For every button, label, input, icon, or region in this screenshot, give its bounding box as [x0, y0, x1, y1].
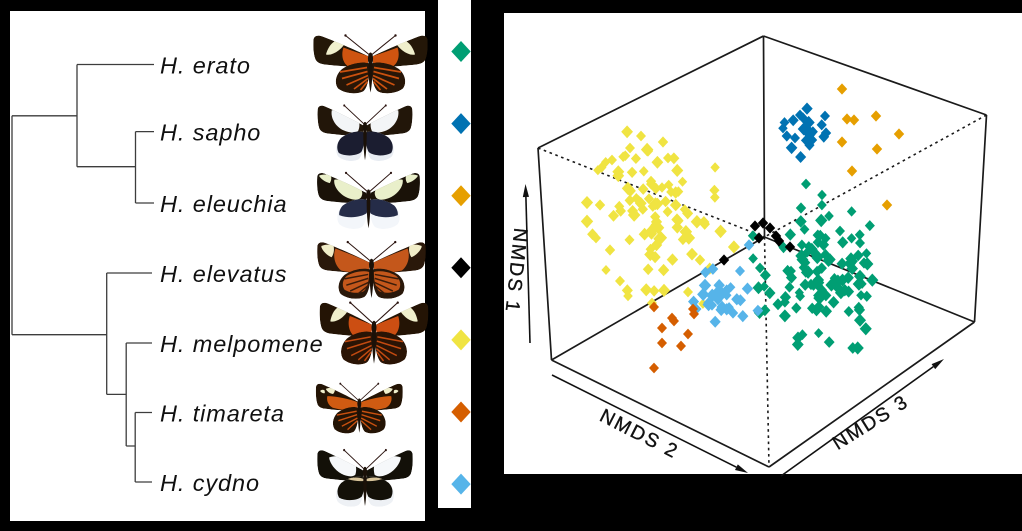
svg-text:H. eleuchia: H. eleuchia — [160, 191, 287, 217]
svg-text:H. timareta: H. timareta — [160, 401, 285, 427]
svg-text:H. elevatus: H. elevatus — [160, 261, 287, 287]
svg-text:H. cydno: H. cydno — [160, 470, 260, 496]
svg-text:H. sapho: H. sapho — [160, 120, 261, 146]
svg-text:H. melpomene: H. melpomene — [160, 331, 324, 357]
svg-text:H. erato: H. erato — [160, 53, 251, 79]
